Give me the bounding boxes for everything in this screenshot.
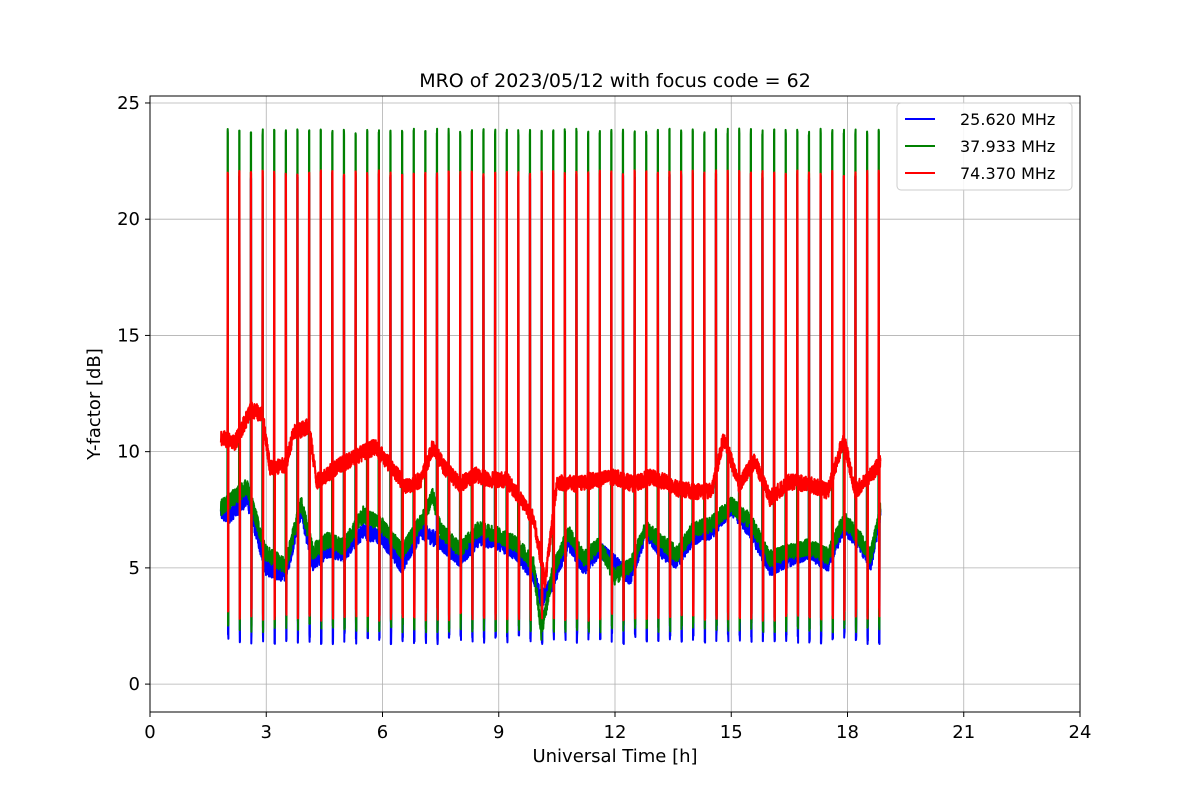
- legend-entry: 74.370 MHz: [960, 164, 1055, 183]
- x-tick-label: 0: [144, 722, 155, 743]
- plot-area: [219, 127, 882, 646]
- y-axis-label: Y-factor [dB]: [84, 348, 105, 461]
- y-tick-label: 20: [117, 209, 140, 230]
- axis-ticks: 0 3 6 9 12 15 18 21 24 0 5 10 15 20 25: [117, 93, 1091, 743]
- x-tick-label: 21: [952, 722, 975, 743]
- y-tick-label: 15: [117, 325, 140, 346]
- y-tick-label: 25: [117, 93, 140, 114]
- y-tick-label: 5: [129, 558, 140, 579]
- x-axis-label: Universal Time [h]: [532, 746, 697, 767]
- x-tick-label: 15: [720, 722, 743, 743]
- x-tick-label: 18: [836, 722, 859, 743]
- legend-entry: 25.620 MHz: [960, 110, 1055, 129]
- x-tick-label: 24: [1069, 722, 1092, 743]
- series-line: [219, 169, 882, 622]
- y-tick-label: 10: [117, 442, 140, 463]
- legend-entry: 37.933 MHz: [960, 137, 1055, 156]
- legend-box: [896, 102, 1073, 191]
- chart-title: MRO of 2023/05/12 with focus code = 62: [419, 70, 811, 92]
- series-line: [219, 127, 882, 641]
- x-tick-label: 3: [261, 722, 272, 743]
- y-tick-label: 0: [129, 674, 140, 695]
- x-tick-label: 6: [377, 722, 388, 743]
- x-tick-label: 9: [493, 722, 504, 743]
- legend: 25.620 MHz 37.933 MHz 74.370 MHz: [896, 102, 1073, 191]
- x-tick-label: 12: [604, 722, 627, 743]
